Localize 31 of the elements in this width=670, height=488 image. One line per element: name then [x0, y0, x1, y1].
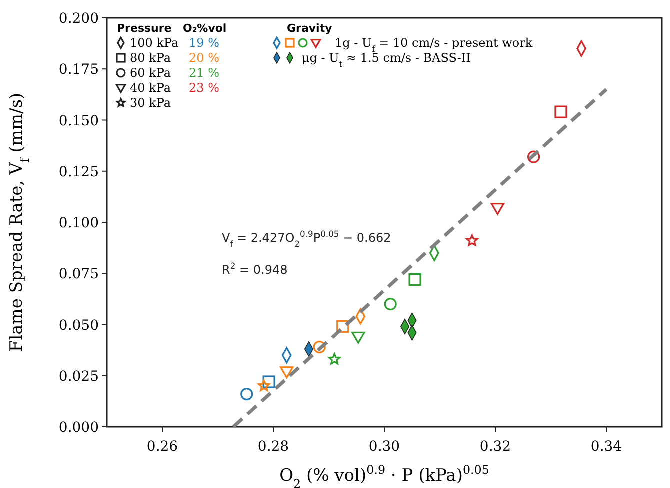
annotation: O₂%vol — [183, 22, 227, 35]
annotation: μg - U$_{t}$ ≈ 1.5 cm/s - BASS-II — [302, 51, 472, 69]
y-tick-label: 0.000 — [58, 420, 99, 436]
annotation: 21 % — [189, 66, 220, 80]
x-tick-label: 0.32 — [480, 439, 512, 455]
annotation: 40 kPa — [130, 81, 172, 95]
x-tick-label: 0.28 — [258, 439, 290, 455]
y-tick-label: 0.025 — [58, 368, 99, 385]
legend-title: Pressure — [117, 22, 172, 35]
annotation: 20 % — [189, 51, 220, 65]
y-tick-label: 0.150 — [58, 113, 99, 130]
annotation: 19 % — [189, 36, 220, 50]
y-tick-label: 0.075 — [58, 266, 99, 283]
y-tick-label: 0.175 — [58, 62, 99, 78]
x-tick-label: 0.26 — [146, 439, 178, 455]
y-tick-label: 0.200 — [58, 11, 99, 27]
annotation: 23 % — [189, 81, 220, 95]
y-tick-label: 0.100 — [58, 216, 99, 232]
y-tick-label: 0.125 — [58, 164, 99, 180]
y-tick-label: 0.050 — [58, 318, 99, 334]
annotation: 30 kPa — [130, 96, 172, 110]
x-axis-title: O$_{2}$ (% vol)$^{0.9}$ · P (kPa)$^{0.05}$ — [280, 463, 490, 488]
x-tick-label: 0.30 — [368, 439, 400, 455]
annotation: 1g - U$_{f}$ = 10 cm/s - present work — [335, 36, 534, 54]
annotation: 60 kPa — [130, 66, 172, 80]
annotation: R$^{2}$ = 0.948 — [222, 261, 288, 277]
annotation: 100 kPa — [130, 36, 179, 50]
x-tick-label: 0.34 — [590, 439, 622, 455]
annotation: 80 kPa — [130, 51, 172, 65]
annotation: Gravity — [287, 22, 332, 35]
annotation: V$_{f}$ = 2.427O$_{2}$$^{0.9}$P$^{0.05}$ − 0.662 — [222, 229, 392, 249]
